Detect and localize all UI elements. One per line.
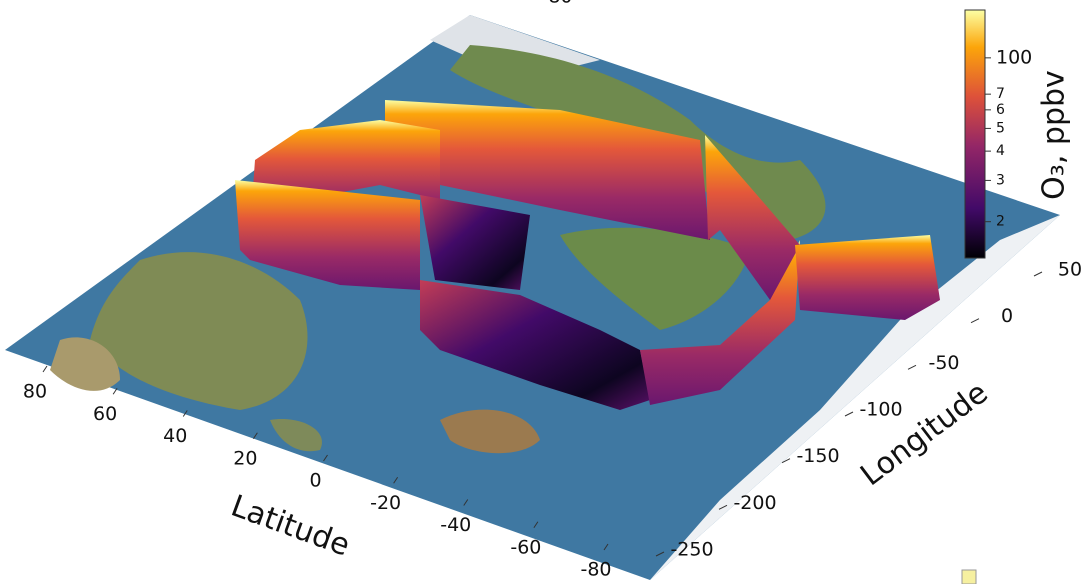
colorbar-title: O₃, ppbv — [1037, 70, 1072, 200]
y-tick-label: 0 — [1001, 305, 1013, 327]
y-tick-label: 50 — [1058, 259, 1082, 281]
y-tick — [845, 412, 853, 416]
colorbar-tick-label: 3 — [996, 172, 1005, 188]
x-axis-title: Latitude — [226, 488, 354, 563]
x-tick-label: -80 — [580, 559, 611, 581]
far-tick-label: -80 — [541, 0, 572, 8]
x-tick-label: 20 — [233, 447, 257, 469]
x-tick-label: 0 — [309, 470, 321, 492]
colorbar-tick-label: 6 — [996, 102, 1005, 118]
x-tick — [43, 366, 47, 372]
legend-swatch — [962, 570, 976, 584]
colorbar-tick-label: 100 — [996, 46, 1032, 68]
x-tick-label: -20 — [370, 492, 401, 514]
colorbar-tick-label: 7 — [996, 86, 1005, 102]
x-tick-label: 60 — [93, 403, 117, 425]
y-tick-label: -250 — [670, 539, 713, 561]
y-tick-label: -150 — [796, 445, 839, 467]
colorbar-tick-label: 2 — [996, 214, 1005, 230]
curtain — [795, 235, 940, 320]
colorbar — [965, 10, 985, 258]
y-tick-label: -100 — [859, 399, 902, 421]
colorbar-tick-label: 5 — [996, 120, 1005, 136]
y-axis-title: Longitude — [854, 375, 994, 493]
y-tick-label: -200 — [733, 492, 776, 514]
y-tick — [971, 319, 979, 323]
y-tick — [908, 365, 916, 369]
chart: -80 Latitude Longitude O₃, ppbv 80604020… — [0, 0, 1090, 584]
y-tick-label: -50 — [928, 352, 959, 374]
colorbar-tick-label: 4 — [996, 143, 1005, 159]
x-tick-label: -40 — [440, 514, 471, 536]
x-tick-label: -60 — [510, 536, 541, 558]
y-tick — [1034, 272, 1042, 276]
x-tick-label: 40 — [163, 425, 187, 447]
x-tick-label: 80 — [23, 381, 47, 403]
